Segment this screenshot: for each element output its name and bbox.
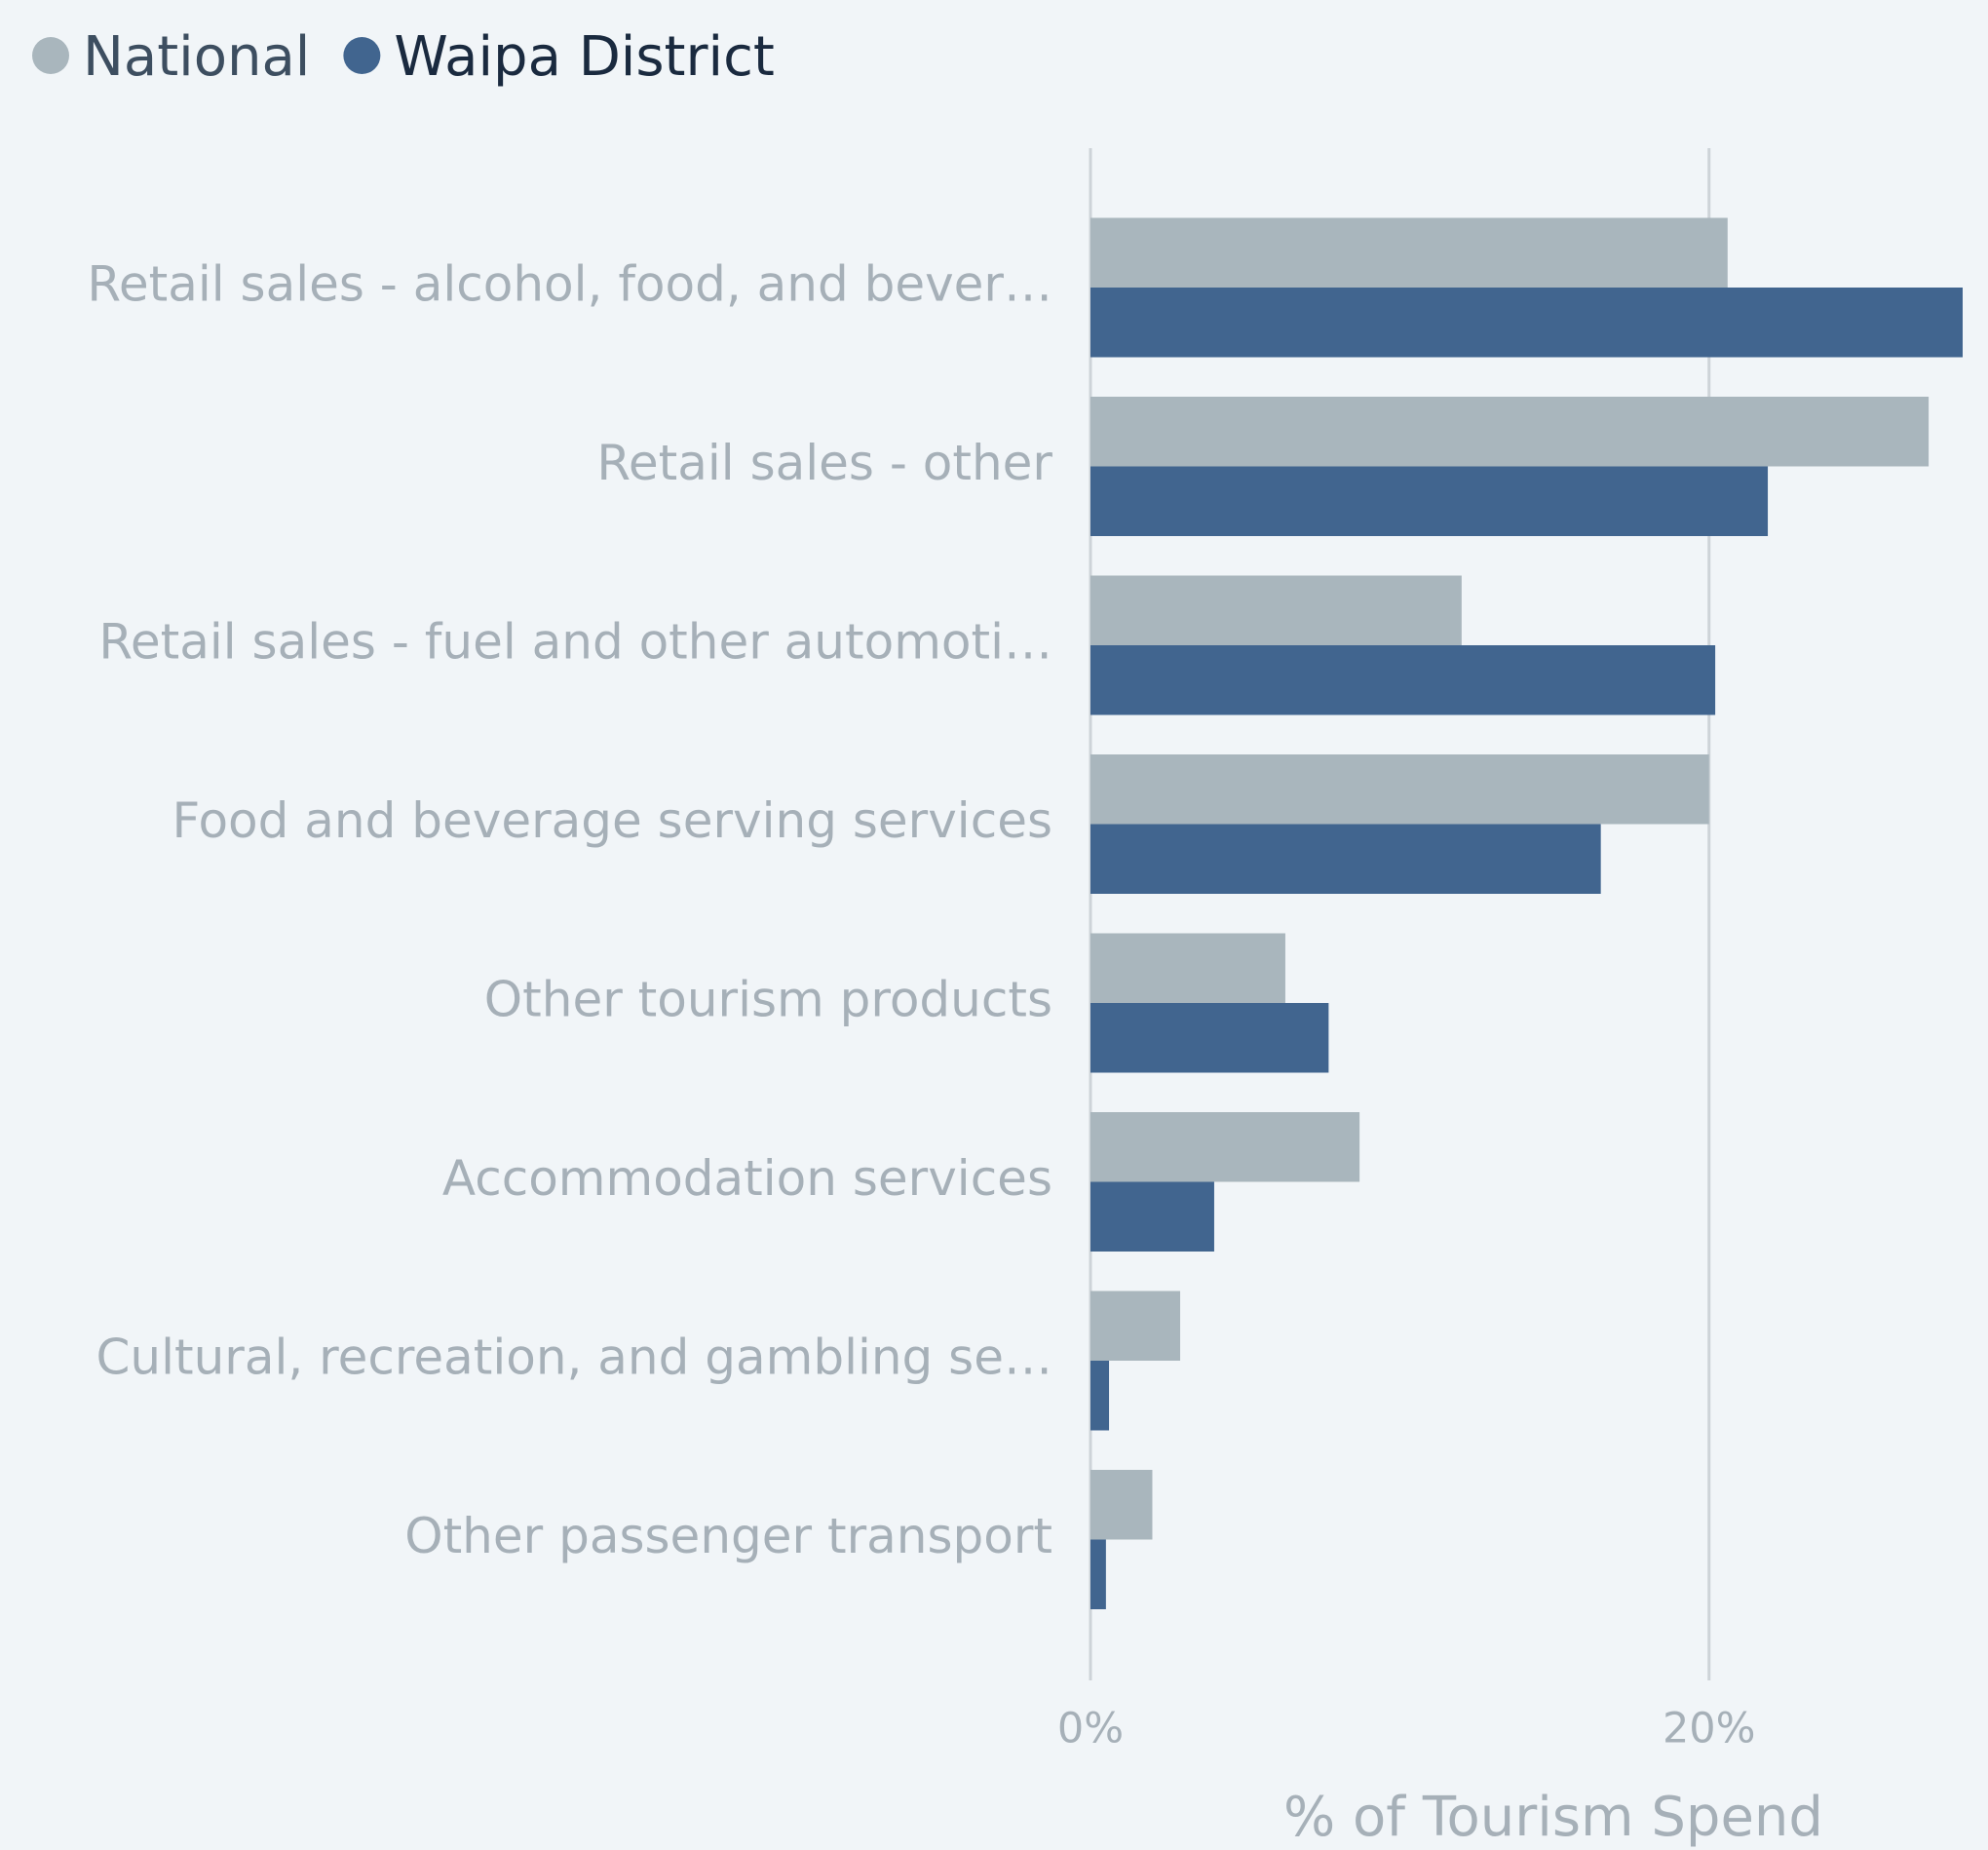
bar [1090,1181,1214,1252]
legend-label: Waipa District [394,25,774,89]
x-tick-label: 0% [1057,1705,1124,1754]
bar [1090,217,1728,288]
y-tick-label: Food and beverage serving services [172,792,1052,849]
bar [1090,575,1462,645]
y-tick-label: Accommodation services [442,1150,1052,1207]
y-tick-label: Retail sales - fuel and other automoti… [98,614,1052,671]
bar [1090,466,1769,536]
bar [1090,1291,1181,1361]
legend-label: National [83,25,310,89]
x-axis-title: % of Tourism Spend [1283,1786,1823,1849]
bar [1090,824,1601,894]
y-tick-label: Retail sales - other [596,435,1052,491]
bar [1090,397,1930,467]
bar [1090,1003,1329,1073]
x-tick-label: 20% [1663,1705,1756,1754]
y-tick-label: Cultural, recreation, and gambling se… [96,1330,1053,1386]
bar [1090,754,1709,825]
y-tick-label: Retail sales - alcohol, food, and bever… [87,256,1052,313]
bar [1090,1539,1106,1609]
legend-marker [343,37,381,74]
y-tick-label: Other passenger transport [404,1508,1052,1564]
y-tick-label: Other tourism products [484,972,1052,1028]
bar [1090,1361,1110,1431]
bar [1090,1470,1153,1540]
legend-marker [32,37,69,74]
bar [1090,645,1716,715]
bar [1090,1112,1360,1182]
bar [1090,288,1963,358]
bar [1090,933,1285,1003]
